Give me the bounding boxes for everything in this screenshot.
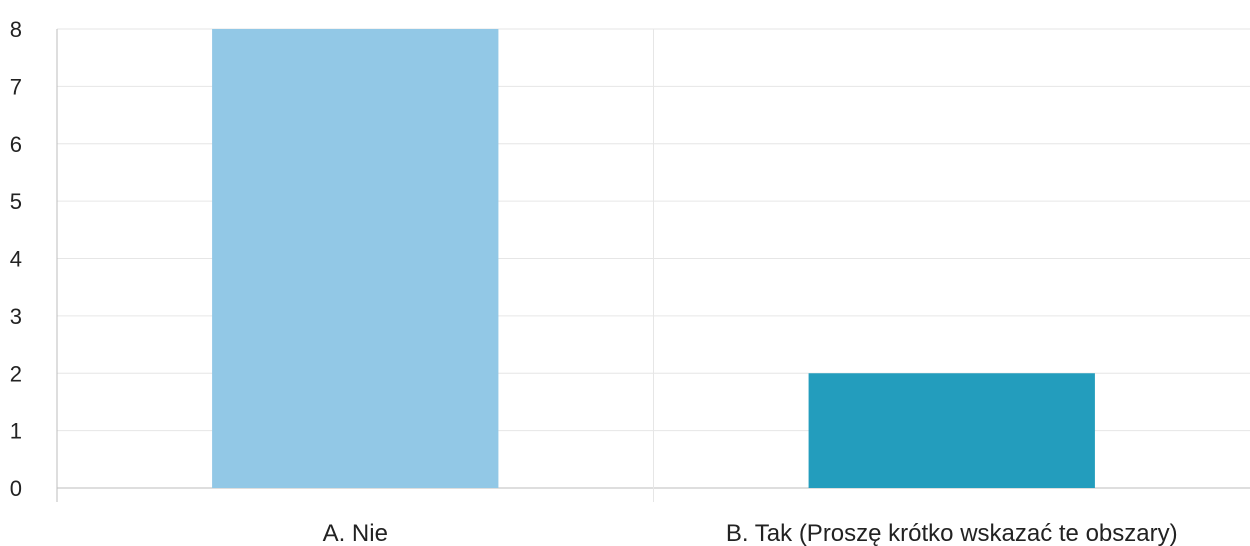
y-tick-label-7: 7 xyxy=(10,74,22,99)
bar-layer xyxy=(212,29,1095,488)
y-tick-label-6: 6 xyxy=(10,132,22,157)
x-category-label-1: A. Nie xyxy=(323,520,388,546)
y-tick-label-3: 3 xyxy=(10,304,22,329)
y-tick-label-1: 1 xyxy=(10,419,22,444)
y-tick-label-2: 2 xyxy=(10,361,22,386)
x-category-label-2: B. Tak (Proszę krótko wskazać te obszary… xyxy=(726,520,1178,546)
label-layer: 0 1 2 3 4 5 6 7 8 A. Nie B. Tak (Proszę krótko wsk… xyxy=(10,17,1178,546)
bar-2[interactable] xyxy=(808,373,1095,488)
axis-layer xyxy=(56,29,654,502)
y-tick-label-5: 5 xyxy=(10,189,22,214)
y-tick-label-4: 4 xyxy=(10,247,22,272)
y-tick-label-0: 0 xyxy=(10,476,22,501)
y-tick-label-8: 8 xyxy=(10,17,22,42)
bar-1[interactable] xyxy=(212,29,499,488)
